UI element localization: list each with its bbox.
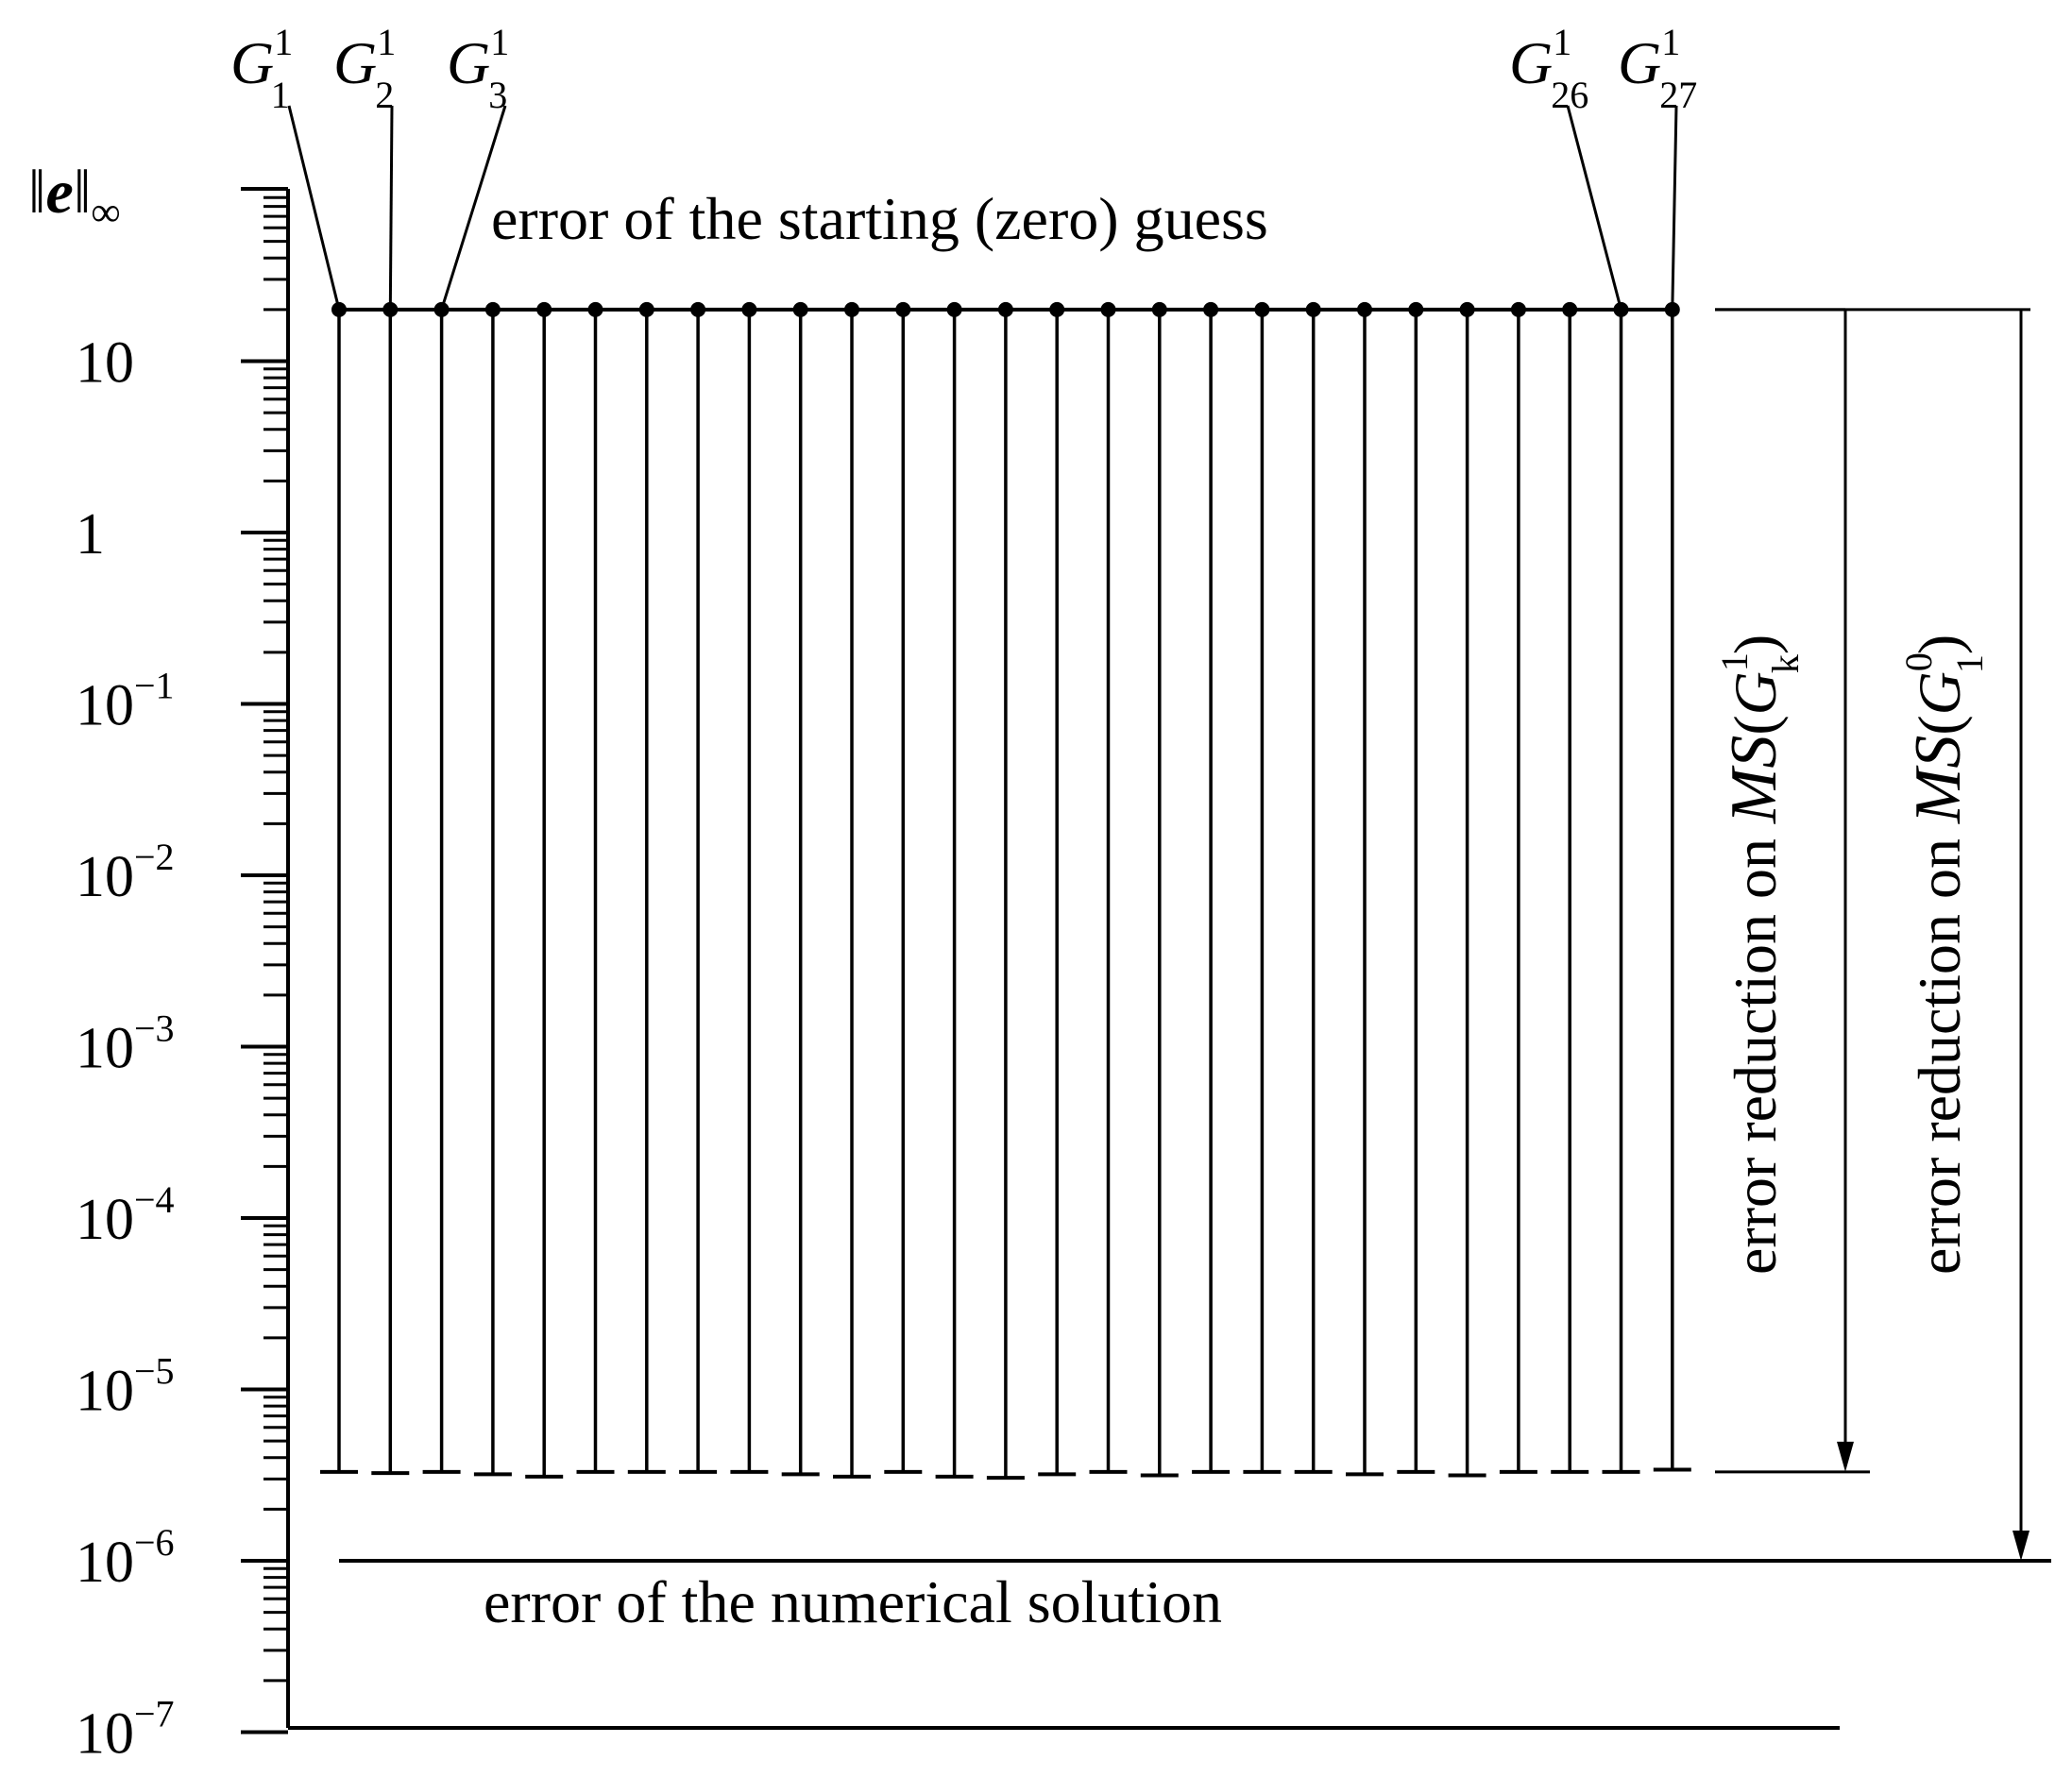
y-tick-label: 10−4 (76, 1178, 175, 1252)
annotations: error reduction on MS(G1 k) error reductio… (1713, 308, 2030, 1561)
annotation-arrowhead (1837, 1441, 1854, 1472)
y-tick-labels: 10 1 10−1 10−2 10−3 10−4 10−5 10−6 10−7 (76, 331, 175, 1767)
stem-marker (895, 301, 911, 317)
subgrid-label: G1 1 (230, 21, 292, 116)
label-leader-line (1671, 105, 1678, 310)
y-tick-label: 10−6 (76, 1521, 175, 1595)
subgrid-label: G1 2 (333, 21, 396, 116)
stem-marker (946, 301, 962, 317)
y-tick-label: 10−3 (76, 1007, 175, 1081)
stem-marker (1562, 301, 1578, 317)
stem-marker (844, 301, 859, 317)
stem-marker (741, 301, 757, 317)
stem-marker (1049, 301, 1065, 317)
y-tick-label: 10−2 (76, 836, 175, 909)
stem-marker (1510, 301, 1526, 317)
stem-marker (1459, 301, 1475, 317)
stem-marker (1408, 301, 1424, 317)
stem-marker (536, 301, 552, 317)
y-axis-label-text: ‖e‖∞ (28, 158, 121, 235)
label-leader-line (388, 105, 394, 310)
subgrid-label: G1 27 (1618, 21, 1697, 116)
subgrid-labels: G1 1 G1 2 G1 3 G1 26 G1 27 (230, 21, 1697, 311)
stem-marker (1203, 301, 1219, 317)
numerical-solution-label: error of the numerical solution (484, 1568, 1222, 1635)
stem-marker (484, 301, 501, 317)
y-tick-label: 10 (76, 331, 134, 396)
subgrid-label: G1 3 (447, 21, 509, 116)
subgrid-stems: error of the starting (zero) guess error … (320, 185, 2051, 1635)
label-leader-line (440, 105, 507, 311)
label-leader-line (1566, 105, 1622, 311)
stem-marker (1151, 301, 1167, 317)
stem-marker (1357, 301, 1372, 317)
stem-marker (1254, 301, 1270, 317)
annotation-arrowhead (2013, 1531, 2030, 1561)
y-axis-label: ‖e‖∞ (28, 158, 121, 235)
y-axis (241, 187, 1840, 1735)
y-tick-label: 10−5 (76, 1350, 175, 1424)
subgrid-label: G1 26 (1509, 21, 1588, 116)
y-tick-label: 10−1 (76, 665, 175, 738)
starting-error-label: error of the starting (zero) guess (491, 185, 1268, 252)
stem-marker (1100, 301, 1116, 317)
stem-marker (997, 301, 1013, 317)
label-leader-line (287, 105, 341, 311)
stem-marker (792, 301, 808, 317)
stem-marker (638, 301, 654, 317)
stem-marker (690, 301, 706, 317)
stem-marker (1305, 301, 1321, 317)
annotation-label: error reduction on MS(G1 k) (1713, 635, 1807, 1275)
annotation-label: error reduction on MS(G0 1) (1897, 635, 1991, 1275)
y-tick-label: 1 (76, 502, 105, 567)
y-tick-label: 10−7 (76, 1693, 175, 1767)
stem-marker (587, 301, 603, 317)
